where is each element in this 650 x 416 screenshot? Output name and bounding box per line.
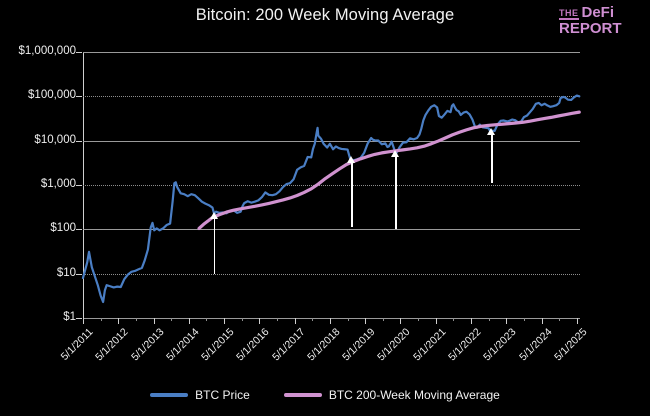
btc-200w-ma-line bbox=[197, 110, 581, 230]
arrow-2018-bottom bbox=[347, 156, 356, 228]
y-tick-label: $10,000 bbox=[34, 133, 76, 146]
x-axis-tick bbox=[541, 318, 543, 324]
arrow-head-icon bbox=[209, 211, 218, 219]
y-tick-label: $1,000,000 bbox=[18, 45, 76, 57]
x-tick-label: 5/1/2012 bbox=[93, 326, 131, 364]
x-axis-minor-tick bbox=[171, 318, 173, 321]
x-tick-label: 5/1/2017 bbox=[269, 326, 308, 364]
y-axis-tick bbox=[76, 185, 82, 186]
x-axis-tick bbox=[259, 318, 261, 324]
gridline bbox=[83, 96, 580, 98]
y-tick-label: $1,000 bbox=[40, 178, 76, 190]
x-axis-minor-tick bbox=[453, 318, 455, 321]
btc-price-line bbox=[81, 94, 581, 304]
logo-top-row: THE DeFi bbox=[559, 5, 643, 20]
x-axis-tick bbox=[153, 318, 155, 324]
legend-item-200w-ma[interactable]: BTC 200-Week Moving Average bbox=[283, 388, 500, 402]
y-axis-tick bbox=[76, 96, 82, 98]
logo-the-text: THE bbox=[559, 8, 579, 20]
x-axis-tick bbox=[329, 318, 331, 324]
x-axis-minor-tick bbox=[277, 318, 278, 321]
gridline bbox=[83, 318, 580, 319]
x-axis-tick bbox=[224, 318, 226, 324]
x-axis-minor-tick bbox=[206, 318, 208, 321]
x-axis-tick bbox=[471, 318, 472, 324]
arrow-head-icon bbox=[487, 127, 496, 135]
x-axis-minor-tick bbox=[523, 318, 525, 321]
arrow-2015-bottom bbox=[209, 211, 219, 274]
gridline bbox=[83, 273, 580, 276]
logo-defi-text: DeFi bbox=[581, 4, 615, 21]
x-axis-minor-tick bbox=[347, 318, 349, 321]
x-tick-label: 5/1/2021 bbox=[410, 326, 449, 364]
gridline bbox=[83, 52, 580, 53]
y-axis-tick bbox=[76, 318, 82, 319]
logo-report-text: REPORT bbox=[559, 20, 622, 37]
x-axis-tick bbox=[188, 318, 190, 324]
x-axis-tick bbox=[400, 318, 402, 324]
arrow-shaft bbox=[351, 161, 353, 228]
series-layer bbox=[81, 94, 581, 304]
x-tick-label: 5/1/2016 bbox=[234, 326, 272, 364]
x-axis-minor-tick bbox=[418, 318, 420, 321]
arrow-2020-crash bbox=[391, 150, 400, 230]
x-axis-minor-tick bbox=[241, 318, 243, 321]
arrow-2022-bottom bbox=[487, 127, 496, 184]
x-axis-tick bbox=[435, 318, 437, 324]
plot-area bbox=[76, 52, 581, 324]
chart-legend: BTC Price BTC 200-Week Moving Average bbox=[0, 388, 650, 402]
y-tick-label: $1 bbox=[63, 311, 76, 323]
arrow-shaft bbox=[491, 132, 493, 184]
x-tick-label: 5/1/2013 bbox=[128, 326, 167, 364]
y-tick-label: $100,000 bbox=[28, 89, 76, 102]
x-tick-label: 5/1/2022 bbox=[446, 326, 484, 364]
x-axis-minor-tick bbox=[312, 318, 314, 321]
legend-item-btc-price[interactable]: BTC Price bbox=[150, 388, 250, 402]
y-axis-tick bbox=[76, 140, 82, 142]
x-tick-label: 5/1/2020 bbox=[375, 326, 413, 364]
x-axis-tick bbox=[83, 318, 84, 324]
arrow-shaft bbox=[213, 216, 216, 274]
x-axis-minor-tick bbox=[100, 318, 102, 321]
x-axis-minor-tick bbox=[488, 318, 490, 321]
y-axis-tick bbox=[76, 229, 82, 231]
x-tick-label: 5/1/2023 bbox=[481, 326, 519, 364]
y-axis-tick bbox=[76, 52, 82, 53]
y-axis-tick bbox=[76, 273, 82, 275]
arrow-head-icon bbox=[347, 156, 356, 164]
arrow-shaft bbox=[395, 155, 397, 230]
x-tick-label: 5/1/2024 bbox=[516, 326, 555, 364]
y-tick-label: $10 bbox=[56, 266, 76, 279]
x-axis-tick bbox=[118, 318, 120, 324]
gridline bbox=[83, 140, 580, 142]
gridline bbox=[83, 229, 580, 231]
page-title: Bitcoin: 200 Week Moving Average bbox=[195, 6, 455, 24]
legend-label-price: BTC Price bbox=[195, 388, 250, 402]
defi-report-logo[interactable]: THE DeFi REPORT bbox=[559, 5, 643, 38]
legend-label-ma: BTC 200-Week Moving Average bbox=[328, 388, 500, 402]
x-axis-tick bbox=[294, 318, 296, 324]
y-tick-label: $100 bbox=[50, 222, 76, 235]
x-axis-minor-tick bbox=[382, 318, 384, 321]
legend-swatch-price bbox=[150, 393, 189, 397]
x-axis-minor-tick bbox=[135, 318, 137, 321]
x-axis-tick bbox=[506, 318, 508, 324]
x-axis-tick bbox=[576, 318, 578, 324]
arrow-head-icon bbox=[391, 150, 400, 157]
gridline bbox=[83, 185, 580, 187]
legend-swatch-ma bbox=[283, 393, 322, 397]
x-axis-minor-tick bbox=[559, 318, 561, 321]
x-axis-tick bbox=[365, 318, 367, 324]
x-tick-label: 5/1/2011 bbox=[58, 326, 96, 363]
